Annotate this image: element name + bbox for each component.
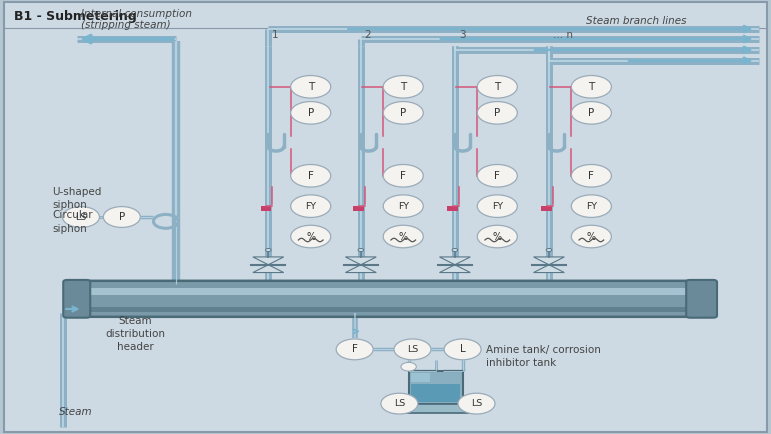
Circle shape — [358, 248, 364, 252]
Circle shape — [265, 248, 271, 252]
Circle shape — [383, 225, 423, 248]
FancyBboxPatch shape — [395, 404, 476, 413]
Text: P: P — [119, 212, 125, 222]
Circle shape — [477, 102, 517, 124]
Bar — [79, 307, 702, 312]
Circle shape — [381, 393, 418, 414]
Text: %: % — [587, 231, 596, 242]
Circle shape — [336, 339, 373, 360]
Text: P: P — [588, 108, 594, 118]
Circle shape — [571, 195, 611, 217]
Bar — [353, 206, 364, 211]
FancyBboxPatch shape — [686, 280, 717, 318]
FancyBboxPatch shape — [409, 371, 463, 404]
Circle shape — [394, 339, 431, 360]
Polygon shape — [439, 265, 470, 273]
Text: B1 - Submetering: B1 - Submetering — [14, 10, 136, 23]
Circle shape — [458, 393, 495, 414]
Polygon shape — [253, 257, 284, 265]
Text: T: T — [588, 82, 594, 92]
Circle shape — [477, 76, 517, 98]
Circle shape — [383, 164, 423, 187]
Circle shape — [291, 102, 331, 124]
Circle shape — [571, 164, 611, 187]
Text: F: F — [308, 171, 314, 181]
Text: FY: FY — [305, 202, 316, 210]
Text: ... n: ... n — [553, 30, 573, 40]
Text: LS: LS — [407, 345, 418, 354]
Text: FY: FY — [398, 202, 409, 210]
Text: F: F — [400, 171, 406, 181]
Text: T: T — [308, 82, 314, 92]
Circle shape — [291, 225, 331, 248]
Text: P: P — [494, 108, 500, 118]
Text: L: L — [460, 344, 466, 355]
Polygon shape — [534, 257, 564, 265]
Text: T: T — [400, 82, 406, 92]
Circle shape — [546, 248, 552, 252]
Text: LS: LS — [471, 399, 482, 408]
Text: %: % — [306, 231, 315, 242]
Text: 3: 3 — [459, 30, 466, 40]
Circle shape — [383, 195, 423, 217]
Circle shape — [452, 248, 458, 252]
Polygon shape — [345, 257, 376, 265]
Polygon shape — [439, 257, 470, 265]
Text: Circular
siphon: Circular siphon — [52, 210, 93, 233]
Bar — [447, 206, 458, 211]
Circle shape — [477, 195, 517, 217]
Circle shape — [571, 225, 611, 248]
Circle shape — [477, 164, 517, 187]
Circle shape — [291, 164, 331, 187]
Circle shape — [103, 207, 140, 227]
Polygon shape — [345, 265, 376, 273]
Bar — [79, 288, 702, 295]
Circle shape — [401, 362, 416, 371]
Text: 2: 2 — [365, 30, 372, 40]
Text: Amine tank/ corrosion
inhibitor tank: Amine tank/ corrosion inhibitor tank — [486, 345, 601, 368]
Text: Internal consumption
(stripping steam): Internal consumption (stripping steam) — [81, 9, 192, 30]
Bar — [541, 206, 552, 211]
Text: LS: LS — [76, 213, 86, 221]
Text: FY: FY — [586, 202, 597, 210]
Text: F: F — [588, 171, 594, 181]
Circle shape — [444, 339, 481, 360]
Bar — [411, 385, 460, 402]
Text: T: T — [494, 82, 500, 92]
Bar — [261, 206, 271, 211]
Polygon shape — [534, 265, 564, 273]
Text: Steam: Steam — [59, 407, 93, 417]
Text: P: P — [400, 108, 406, 118]
Circle shape — [383, 102, 423, 124]
Text: F: F — [352, 344, 358, 355]
Text: LS: LS — [394, 399, 405, 408]
Circle shape — [571, 102, 611, 124]
Text: %: % — [399, 231, 408, 242]
FancyBboxPatch shape — [4, 2, 767, 432]
Polygon shape — [253, 265, 284, 273]
Text: Steam branch lines: Steam branch lines — [586, 16, 686, 26]
Bar — [411, 373, 429, 382]
Circle shape — [291, 195, 331, 217]
Text: 1: 1 — [272, 30, 279, 40]
FancyBboxPatch shape — [65, 281, 715, 317]
Text: F: F — [494, 171, 500, 181]
Text: P: P — [308, 108, 314, 118]
Text: U-shaped
siphon: U-shaped siphon — [52, 187, 102, 210]
Text: FY: FY — [492, 202, 503, 210]
Circle shape — [383, 76, 423, 98]
Circle shape — [62, 207, 99, 227]
Circle shape — [291, 76, 331, 98]
Text: %: % — [493, 231, 502, 242]
Text: Steam
distribution
header: Steam distribution header — [105, 316, 165, 352]
FancyBboxPatch shape — [63, 280, 90, 318]
Circle shape — [477, 225, 517, 248]
Circle shape — [571, 76, 611, 98]
